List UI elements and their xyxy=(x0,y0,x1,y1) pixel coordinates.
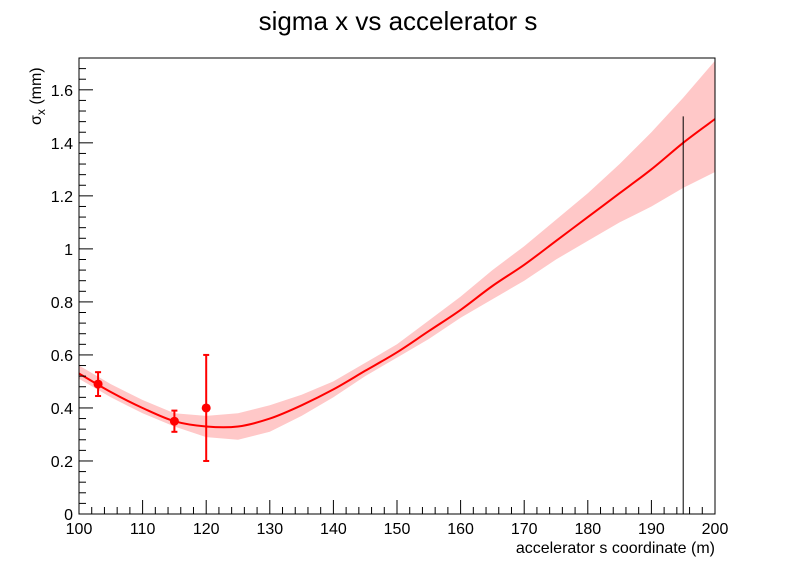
y-axis-label: σx (mm) xyxy=(28,67,48,125)
tick-labels-layer: 100 110 120 130 140 150 160 170 180 190 200 0 0.2 0.4… xyxy=(51,83,729,538)
data-point-marker xyxy=(201,403,211,413)
plot-frame xyxy=(78,57,716,515)
y-tick-label: 1 xyxy=(64,242,73,259)
x-tick-label: 160 xyxy=(447,521,474,538)
x-tick-label: 130 xyxy=(256,521,283,538)
y-axis-label-symbol: σ xyxy=(28,115,45,125)
fit-curve-layer xyxy=(78,118,716,429)
y-tick-label: 0.4 xyxy=(51,401,73,418)
data-point-marker xyxy=(93,379,103,389)
x-tick-label: 110 xyxy=(130,521,156,538)
y-tick-label: 1.4 xyxy=(51,136,73,153)
y-tick-label: 0.2 xyxy=(51,454,73,471)
x-tick-label: 180 xyxy=(574,521,601,538)
x-tick-label: 200 xyxy=(702,521,729,538)
x-tick-label: 100 xyxy=(66,521,93,538)
data-point-marker xyxy=(169,416,179,426)
axis-ticks-layer xyxy=(78,57,716,515)
x-tick-label: 120 xyxy=(193,521,220,538)
y-tick-label: 1.6 xyxy=(51,83,73,100)
data-point xyxy=(169,409,179,433)
x-tick-label: 140 xyxy=(320,521,347,538)
chart-title: sigma x vs accelerator s xyxy=(259,6,538,36)
data-points-layer xyxy=(93,353,211,462)
y-axis-label-subscript: x xyxy=(34,109,48,115)
x-tick-label: 190 xyxy=(638,521,665,538)
x-axis-label: accelerator s coordinate (m) xyxy=(516,540,715,557)
x-tick-label: 150 xyxy=(384,521,411,538)
y-axis-label-unit: (mm) xyxy=(28,67,45,109)
error-band-layer xyxy=(79,60,715,440)
y-tick-label: 1.2 xyxy=(51,189,73,206)
data-point xyxy=(201,353,211,462)
fit-curve xyxy=(78,118,716,429)
x-tick-label: 170 xyxy=(511,521,538,538)
data-point xyxy=(93,371,103,398)
error-band xyxy=(79,60,715,440)
y-tick-label: 0 xyxy=(64,507,73,524)
y-tick-label: 0.6 xyxy=(51,348,73,365)
y-tick-label: 0.8 xyxy=(51,295,73,312)
